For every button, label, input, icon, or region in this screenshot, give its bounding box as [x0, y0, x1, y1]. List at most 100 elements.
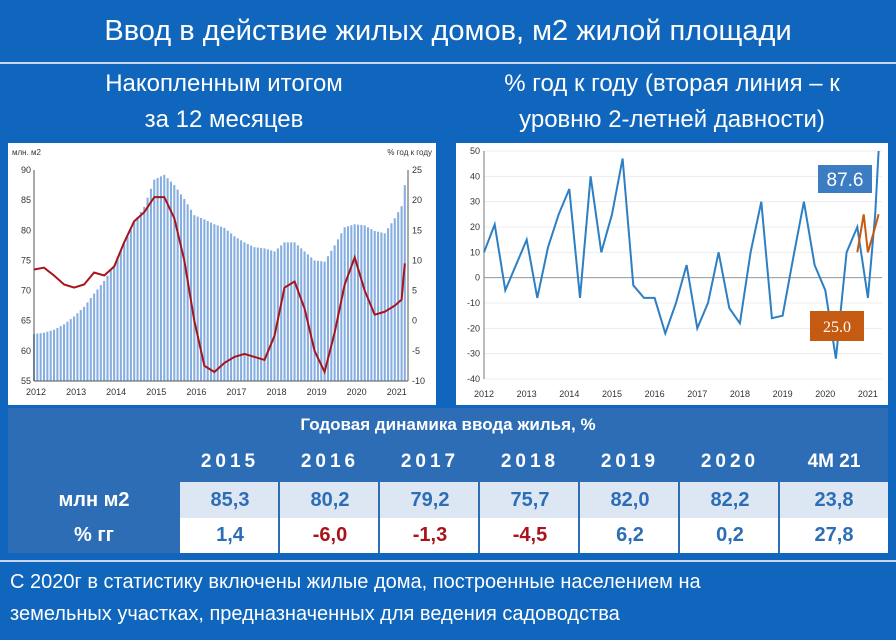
data-label-blue: 87.6 — [827, 170, 864, 191]
bar — [156, 178, 159, 381]
series-line-yoy — [483, 150, 880, 359]
bar — [223, 227, 226, 381]
y2-tick-label: 0 — [412, 316, 417, 326]
table-row-growth: % гг 1,4 -6,0 -1,3 -4,5 6,2 0,2 27,8 — [8, 518, 888, 553]
y-tick-label: 75 — [21, 255, 31, 265]
table-divider — [678, 442, 680, 553]
table-divider — [778, 442, 780, 553]
x-tick-label: 2018 — [730, 389, 750, 399]
year-2018: 2018 — [480, 442, 580, 482]
bar — [383, 233, 386, 381]
subtitle-left: Накопленным итогом за 12 месяцев — [0, 66, 448, 138]
row1-2020: 82,2 — [680, 482, 780, 518]
bar — [346, 226, 350, 381]
y2-tick-label: 20 — [412, 195, 422, 205]
left-chart: млн. м2 % год к году 55 60 65 70 75 80 85 90 -10 -5… — [12, 148, 432, 397]
row1-4m21: 23,8 — [780, 482, 888, 518]
bar — [116, 258, 119, 381]
row1-label: млн м2 — [8, 482, 180, 518]
bar — [333, 245, 336, 381]
row1-2018: 75,7 — [480, 482, 580, 518]
bar — [96, 289, 99, 381]
x-tick-label: 2012 — [26, 387, 46, 397]
y-tick-label: -10 — [467, 298, 480, 308]
bar — [380, 232, 383, 381]
bar — [153, 179, 156, 381]
data-label-orange: 25.0 — [823, 319, 851, 336]
y-tick-label: 60 — [21, 346, 31, 356]
y-tick-label: 0 — [475, 273, 480, 283]
table-divider — [578, 442, 580, 553]
x-tick-label: 2015 — [146, 387, 166, 397]
bar — [387, 228, 390, 381]
subtitle-right: % год к году (вторая линия – к уровню 2-… — [448, 66, 896, 138]
bar — [233, 236, 236, 381]
y-tick-label: 90 — [21, 165, 31, 175]
bar — [53, 329, 56, 381]
row2-2017: -1,3 — [380, 518, 480, 553]
bar — [109, 270, 112, 381]
bar — [286, 242, 289, 381]
left-axis-unit: млн. м2 — [12, 148, 42, 157]
bar — [256, 247, 259, 381]
bar — [210, 222, 213, 381]
footnote: С 2020г в статистику включены жилые дома… — [10, 566, 890, 630]
bar — [213, 224, 216, 381]
bar — [89, 298, 92, 381]
bar — [320, 261, 323, 381]
bar — [36, 333, 39, 381]
row1-2017: 79,2 — [380, 482, 480, 518]
y-tick-label: -30 — [467, 349, 480, 359]
table-header: Годовая динамика ввода жилья, % — [8, 408, 888, 442]
row2-2019: 6,2 — [580, 518, 680, 553]
year-2019: 2019 — [580, 442, 680, 482]
bar — [149, 188, 152, 381]
bar — [336, 239, 340, 381]
table-divider — [278, 442, 280, 553]
row2-2018: -4,5 — [480, 518, 580, 553]
bar — [367, 227, 370, 381]
bar — [293, 242, 296, 381]
x-tick-label: 2020 — [347, 387, 367, 397]
bar — [330, 250, 333, 381]
bar — [166, 178, 169, 381]
left-chart-panel: млн. м2 % год к году 55 60 65 70 75 80 85 90 -10 -5… — [8, 143, 436, 405]
table-divider — [378, 442, 380, 553]
bar — [186, 204, 189, 381]
bar — [280, 245, 283, 381]
bar — [356, 224, 360, 381]
y2-tick-label: -5 — [412, 346, 420, 356]
bar — [93, 293, 96, 381]
bar — [63, 324, 66, 381]
x-tick-label: 2013 — [517, 389, 537, 399]
bar — [323, 261, 326, 381]
bar — [42, 332, 46, 381]
bar — [99, 285, 102, 381]
year-2016: 2016 — [280, 442, 380, 482]
bar — [303, 251, 306, 381]
bar — [176, 189, 179, 381]
y2-tick-label: 5 — [412, 286, 417, 296]
annual-table: Годовая динамика ввода жилья, % 2015 201… — [8, 408, 888, 553]
y2-tick-label: 25 — [412, 165, 422, 175]
x-tick-label: 2014 — [106, 387, 126, 397]
bar — [397, 212, 400, 381]
bar — [243, 242, 246, 381]
bar — [403, 185, 406, 381]
bar — [270, 250, 273, 381]
bar — [103, 280, 106, 381]
bar — [146, 197, 149, 381]
bar — [66, 321, 69, 381]
y2-tick-label: 15 — [412, 225, 422, 235]
bar — [203, 219, 206, 381]
x-tick-label: 2021 — [387, 387, 407, 397]
divider-top — [0, 62, 896, 64]
bar — [250, 245, 253, 381]
right-chart: -40 -30 -20 -10 0 10 20 30 40 50 2012 2013 2014 2015 2… — [467, 146, 882, 399]
row2-label: % гг — [8, 518, 180, 553]
page-title: Ввод в действие жилых домов, м2 жилой пл… — [104, 15, 792, 47]
x-tick-label: 2021 — [858, 389, 878, 399]
bar — [240, 240, 243, 381]
bar — [143, 206, 146, 381]
table-corner — [8, 442, 180, 482]
